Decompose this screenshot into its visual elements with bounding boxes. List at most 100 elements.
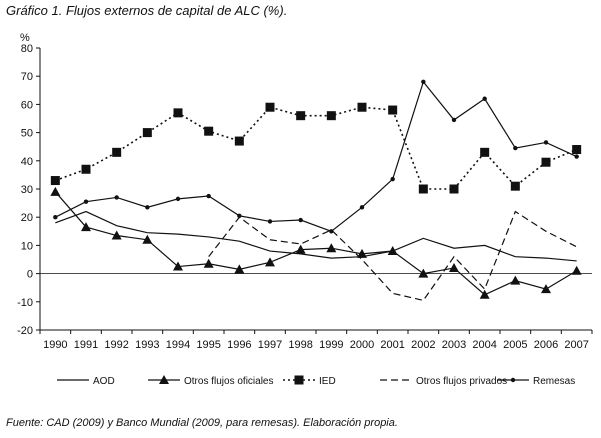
x-tick-label: 1996 bbox=[227, 339, 251, 351]
data-point bbox=[449, 184, 459, 194]
data-point bbox=[571, 265, 582, 275]
x-tick-label: 1997 bbox=[258, 339, 282, 351]
data-point bbox=[145, 205, 150, 210]
legend-label: Otros flujos privados bbox=[416, 376, 507, 387]
y-tick-label: 40 bbox=[21, 156, 33, 168]
legend-marker bbox=[159, 375, 169, 384]
data-point bbox=[326, 243, 337, 253]
y-tick-label: -20 bbox=[17, 325, 33, 337]
series-layer bbox=[50, 79, 582, 302]
data-point bbox=[111, 230, 122, 240]
data-point bbox=[142, 234, 153, 244]
y-tick-label: 70 bbox=[21, 71, 33, 83]
x-tick-label: 1998 bbox=[288, 339, 312, 351]
data-point bbox=[234, 136, 244, 146]
x-tick-label: 1995 bbox=[196, 339, 220, 351]
data-point bbox=[541, 284, 551, 294]
x-tick-label: 1993 bbox=[135, 339, 159, 351]
legend-label: Remesas bbox=[533, 376, 575, 387]
data-point bbox=[83, 199, 89, 204]
series-line bbox=[55, 106, 577, 190]
data-point bbox=[510, 275, 521, 285]
x-tick-label: 1994 bbox=[166, 339, 190, 351]
data-point bbox=[421, 79, 426, 85]
legend-item-remesas: Remesas bbox=[497, 376, 575, 387]
legend-marker bbox=[294, 375, 304, 385]
y-tick-label: 60 bbox=[21, 99, 33, 111]
x-tick-label: 2003 bbox=[442, 339, 466, 351]
series-line bbox=[208, 210, 577, 302]
data-point bbox=[513, 145, 518, 151]
y-tick-label: -10 bbox=[17, 297, 33, 309]
chart-axes: -20 -10 0 10 20 30 40 50 60 70 80% 1990 1991 1992 1993… bbox=[17, 32, 593, 351]
source-note: Fuente: CAD (2009) y Banco Mundial (2009… bbox=[6, 417, 398, 429]
x-tick-label: 2007 bbox=[564, 339, 588, 351]
data-point bbox=[296, 111, 306, 121]
data-point bbox=[267, 219, 273, 224]
data-point bbox=[418, 184, 428, 194]
data-point bbox=[237, 213, 242, 218]
data-point bbox=[449, 262, 459, 272]
series-remesas bbox=[53, 79, 579, 234]
data-point bbox=[451, 117, 457, 123]
data-point bbox=[265, 102, 275, 112]
y-tick-label: 80 bbox=[21, 43, 33, 55]
data-point bbox=[357, 102, 367, 112]
data-point bbox=[206, 193, 211, 199]
data-point bbox=[574, 154, 579, 159]
data-point bbox=[543, 140, 549, 145]
data-point bbox=[53, 215, 58, 220]
x-tick-label: 2001 bbox=[380, 339, 404, 351]
x-tick-label: 1992 bbox=[104, 339, 128, 351]
data-point bbox=[388, 105, 398, 115]
y-axis-label: % bbox=[20, 32, 30, 44]
y-tick-label: 30 bbox=[21, 184, 33, 196]
data-point bbox=[298, 217, 303, 223]
x-tick-label: 1999 bbox=[319, 339, 343, 351]
series-otros-flujos-oficiales bbox=[50, 186, 582, 299]
data-point bbox=[81, 222, 91, 232]
data-point bbox=[510, 181, 520, 191]
data-point bbox=[572, 145, 582, 155]
y-tick-label: 20 bbox=[21, 212, 33, 224]
legend-item-aod: AOD bbox=[57, 376, 115, 387]
data-point bbox=[81, 164, 91, 174]
data-point bbox=[175, 196, 181, 202]
data-point bbox=[234, 264, 245, 274]
data-point bbox=[173, 108, 183, 118]
data-point bbox=[480, 147, 490, 157]
data-point bbox=[114, 195, 119, 200]
data-point bbox=[265, 257, 275, 267]
x-tick-label: 2000 bbox=[350, 339, 374, 351]
data-point bbox=[50, 186, 61, 196]
data-point bbox=[112, 147, 122, 157]
x-tick-label: 2005 bbox=[503, 339, 527, 351]
series-line bbox=[55, 210, 577, 262]
data-point bbox=[203, 258, 214, 268]
x-tick-label: 2002 bbox=[411, 339, 435, 351]
data-point bbox=[326, 111, 336, 121]
data-point bbox=[387, 246, 398, 256]
legend-label: IED bbox=[319, 376, 336, 387]
y-tick-label: 0 bbox=[27, 269, 33, 281]
chart-legend: AOD Otros flujos oficiales IED Otros flujos… bbox=[57, 375, 575, 387]
data-point bbox=[482, 96, 487, 101]
x-tick-label: 1991 bbox=[74, 339, 98, 351]
series-line bbox=[54, 191, 577, 296]
legend-label: Otros flujos oficiales bbox=[184, 376, 273, 387]
series-otros-flujos-privados bbox=[208, 210, 577, 302]
legend-item-otros-flujos-oficiales: Otros flujos oficiales bbox=[148, 375, 273, 387]
data-point bbox=[541, 157, 551, 167]
x-tick-label: 2004 bbox=[472, 339, 496, 351]
x-tick-label: 2006 bbox=[534, 339, 558, 351]
data-point bbox=[479, 289, 490, 299]
chart-title: Gráfico 1. Flujos externos de capital de… bbox=[6, 3, 288, 18]
data-point bbox=[204, 126, 214, 136]
legend-item-otros-flujos-privados: Otros flujos privados bbox=[380, 376, 507, 387]
series-line bbox=[55, 80, 577, 232]
legend-marker bbox=[510, 377, 516, 383]
data-point bbox=[390, 176, 395, 182]
data-point bbox=[142, 128, 152, 138]
legend-label: AOD bbox=[93, 376, 115, 387]
